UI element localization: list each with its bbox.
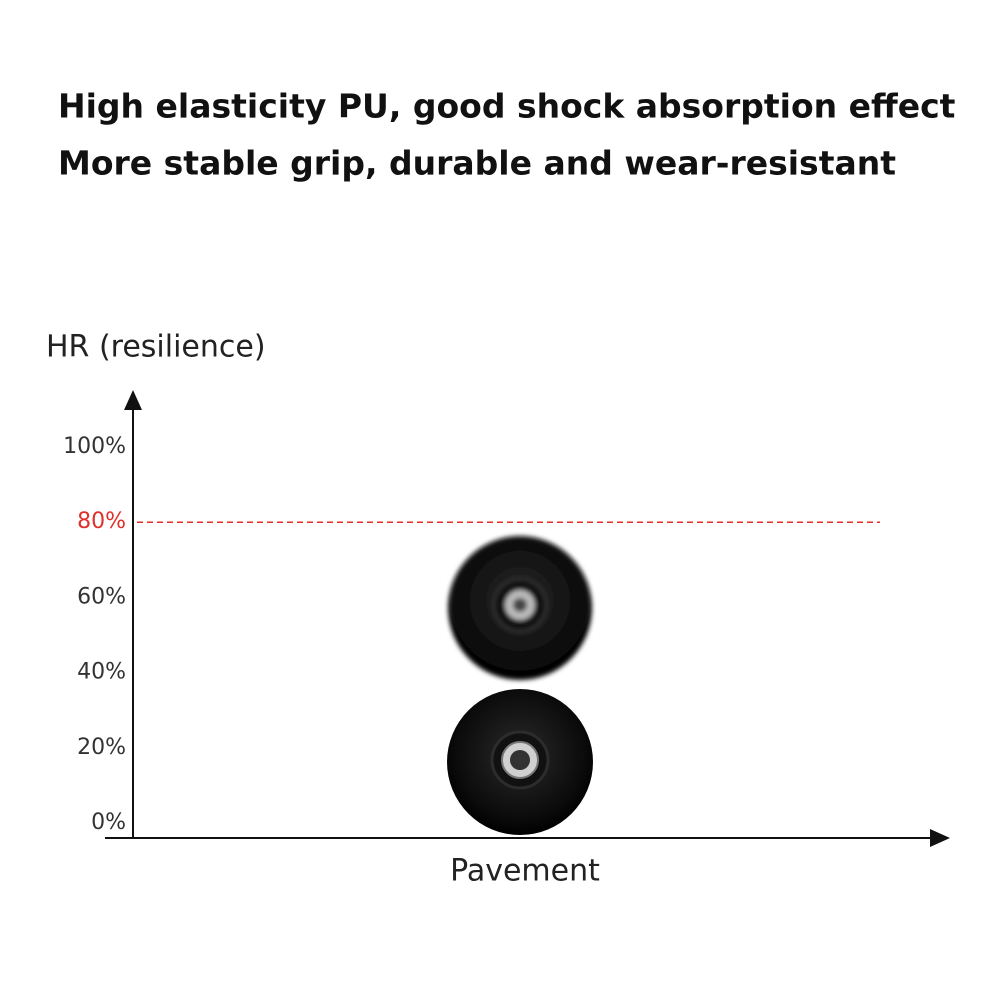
axes xyxy=(105,390,950,847)
headline: More stable grip, durable and wear-resis… xyxy=(58,144,896,183)
wheel-bouncing xyxy=(448,536,592,680)
x-axis-label: Pavement xyxy=(450,854,600,889)
y-arrow xyxy=(124,390,142,410)
y-tick-label: 80% xyxy=(77,509,126,534)
x-arrow xyxy=(930,829,950,847)
y-tick-label: 100% xyxy=(63,434,126,459)
y-tick-label: 20% xyxy=(77,735,126,760)
headline: High elasticity PU, good shock absorptio… xyxy=(58,87,956,126)
y-tick-label: 60% xyxy=(77,584,126,609)
y-tick-label: 40% xyxy=(77,660,126,685)
y-axis-label: HR (resilience) xyxy=(46,330,266,365)
y-tick-label: 0% xyxy=(91,810,126,835)
wheel-resting xyxy=(447,689,593,835)
